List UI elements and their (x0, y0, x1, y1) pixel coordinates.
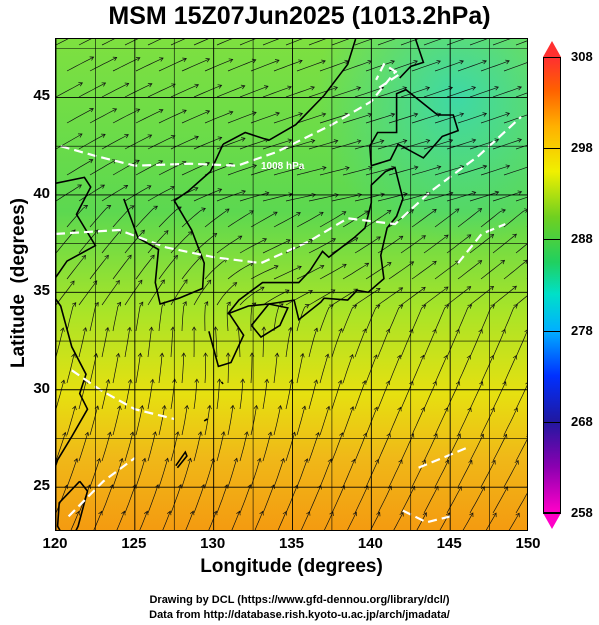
lon-tick-label: 150 (515, 535, 541, 552)
lon-tick-label: 140 (357, 535, 383, 552)
y-axis-label: Latitude (degrees) (8, 198, 29, 368)
colorbar-bottom-arrow (543, 513, 561, 529)
colorbar-tick-line (543, 57, 561, 58)
lon-tick-label: 130 (200, 535, 226, 552)
cool-region (56, 39, 527, 530)
colorbar-tick-line (543, 330, 561, 332)
pressure-contours (56, 62, 522, 524)
lat-lon-grid (56, 39, 527, 530)
lat-tick-label: 25 (33, 477, 50, 495)
coastlines (56, 39, 460, 530)
wind-streamlines (56, 39, 527, 530)
chart-title: MSM 15Z07Jun2025 (1013.2hPa) (108, 2, 491, 30)
lon-tick-label: 135 (278, 535, 305, 552)
colorbar (543, 57, 561, 513)
credit-line-1: Drawing by DCL (https://www.gfd-dennou.o… (149, 594, 450, 606)
lat-tick-label: 45 (33, 87, 50, 105)
credit-line-2: Data from http://database.rish.kyoto-u.a… (149, 609, 450, 621)
colorbar-tick-line (543, 239, 561, 241)
lat-tick-label: 35 (33, 282, 50, 300)
colorbar-tick-line (543, 513, 561, 514)
lat-tick-label: 40 (33, 184, 50, 202)
colorbar-tick-label: 288 (571, 231, 593, 247)
map-plot-area: 1008 hPa (55, 38, 528, 531)
colorbar-tick-label: 278 (571, 322, 593, 338)
lon-tick-label: 145 (436, 535, 462, 552)
colorbar-tick-line (543, 421, 561, 423)
contour-label: 1008 hPa (261, 161, 305, 172)
colorbar-tick-line (543, 148, 561, 150)
lon-tick-label: 120 (42, 535, 68, 552)
colorbar-tick-label: 268 (571, 413, 593, 429)
lon-tick-label: 125 (121, 535, 147, 552)
colorbar-tick-label: 258 (571, 505, 593, 520)
colorbar-top-arrow (543, 41, 561, 57)
colorbar-tick-label: 308 (571, 49, 593, 64)
colorbar-tick-label: 298 (571, 140, 593, 156)
lat-tick-label: 30 (33, 379, 50, 397)
x-axis-label: Longitude (degrees) (200, 556, 383, 577)
map-svg: 1008 hPa (56, 39, 527, 530)
